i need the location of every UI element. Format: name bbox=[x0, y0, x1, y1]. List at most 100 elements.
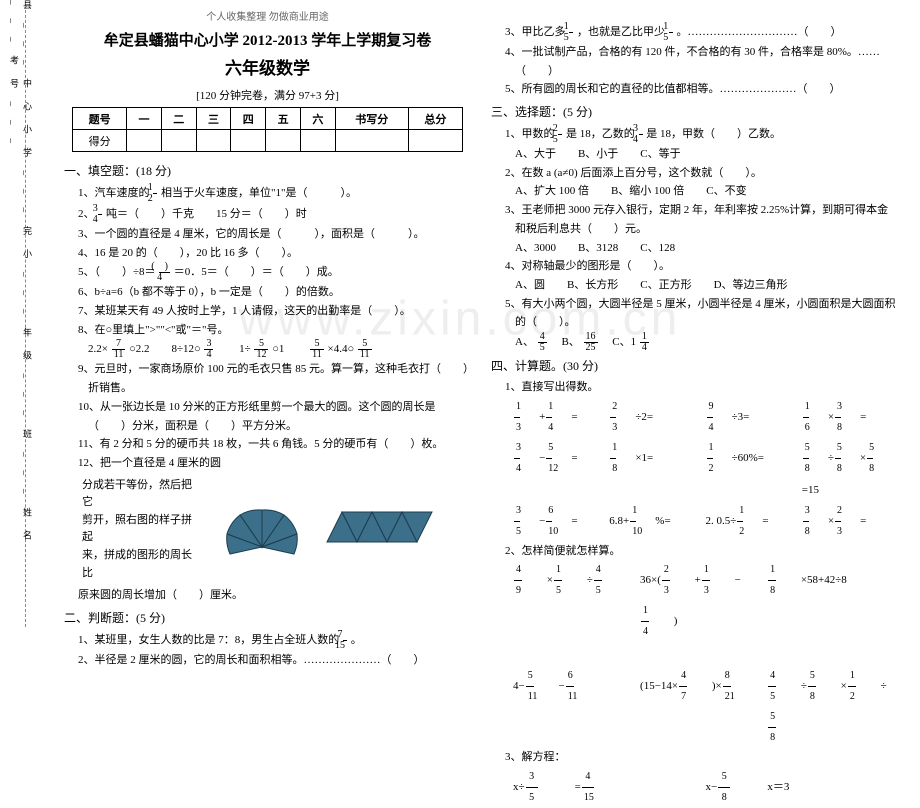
th: 题号 bbox=[73, 108, 127, 130]
fraction-icon: 34 bbox=[204, 339, 213, 360]
fraction-icon: 34 bbox=[639, 124, 643, 145]
txt: 2.2× bbox=[88, 343, 108, 355]
s3-q3: 3、王老师把 3000 元存入银行，定期 2 年，年利率按 2.25%计算，到期… bbox=[505, 201, 898, 238]
q5-text-a: 5、（ ）÷8＝ bbox=[78, 266, 156, 278]
s3-q1-opts: A、大于 B、小于 C、等于 bbox=[515, 145, 898, 164]
calc-item: 94÷3= bbox=[706, 397, 802, 438]
td bbox=[161, 130, 196, 152]
q12-a: 12、把一个直径是 4 厘米的圆 bbox=[78, 454, 471, 473]
fraction-icon: 511 bbox=[358, 339, 372, 360]
fraction-icon: 25 bbox=[558, 124, 562, 145]
q2: 2、 34 吨＝（ ）千克 15 分＝（ ）时 bbox=[78, 204, 471, 225]
txt: 3、甲比乙多 bbox=[505, 26, 566, 38]
section-1-title: 一、填空题：(18 分) bbox=[64, 162, 471, 179]
column-right: 3、甲比乙多 15 ，也就是乙比甲少 15 。…………………………（ ） 4、一… bbox=[481, 8, 908, 629]
fraction-icon: 12 bbox=[153, 183, 157, 204]
table-score-row: 得分 bbox=[73, 130, 463, 152]
td bbox=[127, 130, 162, 152]
q5-text-b: ＝0．5＝（ ）＝（ ）成。 bbox=[174, 266, 339, 278]
q7: 7、某班某天有 49 人按时上学，1 人请假，这天的出勤率是（ ）。 bbox=[78, 302, 471, 321]
q2-text-b: 吨＝（ ）千克 15 分＝（ ）时 bbox=[106, 208, 307, 220]
fraction-icon: 14 bbox=[640, 332, 649, 353]
s4-part1: 1、直接写出得数。 bbox=[505, 378, 898, 397]
calc-item: 16×38= bbox=[802, 397, 898, 438]
q1-text-a: 1、汽车速度的 bbox=[78, 187, 150, 199]
q12-e: 原来圆的周长增加（ ）厘米。 bbox=[78, 586, 471, 605]
txt: A、 bbox=[515, 336, 534, 348]
q9: 9、元旦时，一家商场原价 100 元的毛衣只售 85 元。算一算，这种毛衣打（ … bbox=[78, 360, 471, 397]
txt: ○1 bbox=[272, 343, 306, 355]
exam-title: 牟定县蟠猫中心小学 2012-2013 学年上学期复习卷 bbox=[64, 29, 471, 50]
s3-q3-opts: A、3000 B、3128 C、128 bbox=[515, 239, 898, 258]
calc-item: 35−610= bbox=[513, 501, 609, 542]
calc-item: 12÷60%= bbox=[706, 438, 802, 501]
calc-item: 18×1= bbox=[609, 438, 705, 501]
grade-subject: 六年级数学 bbox=[64, 54, 471, 79]
section-3-title: 三、选择题：(5 分) bbox=[491, 103, 898, 120]
content-columns: 个人收集整理 勿做商业用途 牟定县蟠猫中心小学 2012-2013 学年上学期复… bbox=[50, 0, 920, 637]
q1-text-b: 相当于火车速度，单位"1"是（ ）。 bbox=[161, 187, 357, 199]
th: 二 bbox=[161, 108, 196, 130]
calc-item: 36×(23+13−14) bbox=[640, 560, 767, 642]
s4-part3: 3、解方程： bbox=[505, 748, 898, 767]
section-4-title: 四、计算题。(30 分) bbox=[491, 357, 898, 374]
calc-item: 49×15÷45 bbox=[513, 560, 640, 642]
txt: B、 bbox=[550, 336, 579, 348]
td bbox=[408, 130, 462, 152]
q12-b: 分成若干等份，然后把它 bbox=[82, 477, 202, 512]
page: 县___中心小学___完小___年级___班___姓名___考号___ 个人收集… bbox=[0, 0, 920, 637]
section-2-title: 二、判断题：(5 分) bbox=[64, 609, 471, 626]
score-table: 题号 一 二 三 四 五 六 书写分 总分 得分 bbox=[72, 107, 463, 152]
calc-item: 45÷58×12÷58 bbox=[767, 666, 894, 748]
s3-q5: 5、有大小两个圆，大圆半径是 5 厘米，小圆半径是 4 厘米，小圆面积是大圆面积… bbox=[505, 295, 898, 332]
calc-item: (15−14×47)×821 bbox=[640, 666, 767, 748]
calc-item: 18×58+42÷8 bbox=[767, 560, 894, 642]
txt: 是 18，乙数的 bbox=[566, 128, 635, 140]
th: 书写分 bbox=[335, 108, 408, 130]
s2-q3: 3、甲比乙多 15 ，也就是乙比甲少 15 。…………………………（ ） bbox=[505, 22, 898, 43]
calc-item: 23÷2= bbox=[609, 397, 705, 438]
q12-c: 剪开，照右图的样子拼起 bbox=[82, 512, 202, 547]
td: 得分 bbox=[73, 130, 127, 152]
td bbox=[266, 130, 301, 152]
txt: ，也就是乙比甲少 bbox=[577, 26, 665, 38]
txt: 1、某班里，女生人数的比是 7：8，男生占全班人数的 bbox=[78, 634, 339, 646]
txt: 1、甲数的 bbox=[505, 128, 555, 140]
th: 四 bbox=[231, 108, 266, 130]
binding-labels: 县___中心小学___完小___年级___班___姓名___考号___ bbox=[8, 0, 34, 607]
td bbox=[196, 130, 231, 152]
fraction-icon: 715 bbox=[343, 630, 347, 651]
q8: 8、在○里填上">""<"或"＝"号。 bbox=[78, 321, 471, 340]
calc-item: 4−511−611 bbox=[513, 666, 640, 748]
calc-item: 6.8+110%= bbox=[609, 501, 705, 542]
th: 总分 bbox=[408, 108, 462, 130]
txt: C、1 bbox=[601, 336, 636, 348]
txt: ×4.4○ bbox=[328, 343, 355, 355]
th: 六 bbox=[300, 108, 335, 130]
q3: 3、一个圆的直径是 4 厘米，它的周长是（ ），面积是（ ）。 bbox=[78, 225, 471, 244]
q1: 1、汽车速度的 12 相当于火车速度，单位"1"是（ ）。 bbox=[78, 183, 471, 204]
fraction-icon: 711 bbox=[112, 339, 126, 360]
rearranged-sectors-icon bbox=[322, 502, 452, 557]
calc-item: x÷35=415 bbox=[513, 767, 706, 808]
txt: 。…………………………（ ） bbox=[677, 26, 842, 38]
calc-item: x−58x＝3 bbox=[706, 767, 899, 808]
s3-q2-opts: A、扩大 100 倍 B、缩小 100 倍 C、不变 bbox=[515, 182, 898, 201]
p2-row1: 49×15÷45 36×(23+13−14) 18×58+42÷8 bbox=[513, 560, 898, 642]
fraction-icon: 45 bbox=[538, 332, 547, 353]
p2-row2: 4−511−611 (15−14×47)×821 45÷58×12÷58 bbox=[513, 666, 898, 748]
fraction-icon: ( )4 bbox=[159, 262, 170, 283]
txt: 1÷ bbox=[217, 343, 251, 355]
td bbox=[300, 130, 335, 152]
fraction-icon: 15 bbox=[569, 22, 573, 43]
txt: 是 18，甲数（ ）乙数。 bbox=[646, 128, 781, 140]
s3-q4: 4、对称轴最少的图形是（ ）。 bbox=[505, 257, 898, 276]
fraction-icon: 511 bbox=[310, 339, 324, 360]
txt: ○2.2 8÷12○ bbox=[129, 343, 201, 355]
q10: 10、从一张边长是 10 分米的正方形纸里剪一个最大的圆。这个圆的周长是（ ）分… bbox=[78, 398, 471, 435]
s3-q5-opts: A、 45 B、 1625 C、1 14 bbox=[515, 332, 898, 353]
s4-part2: 2、怎样简便就怎样算。 bbox=[505, 542, 898, 561]
p3-row: x÷35=415 x−58x＝3 bbox=[513, 767, 898, 808]
s2-q4: 4、一批试制产品，合格的有 120 件，不合格的有 30 件，合格率是 80%。… bbox=[505, 43, 898, 80]
th: 一 bbox=[127, 108, 162, 130]
